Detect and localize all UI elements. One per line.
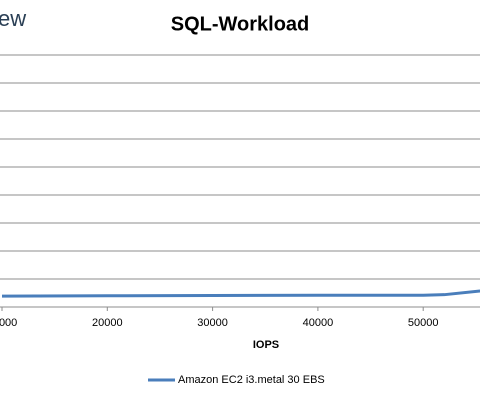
x-tick-label: 30000	[197, 317, 228, 329]
x-tick-label: 10000	[0, 317, 17, 329]
chart-title: SQL-Workload	[171, 13, 310, 35]
x-axis-label: IOPS	[253, 339, 279, 351]
legend-label: Amazon EC2 i3.metal 30 EBS	[178, 374, 325, 386]
logo: ew	[0, 6, 26, 31]
x-tick-label: 40000	[303, 317, 334, 329]
x-tick-label: 50000	[408, 317, 439, 329]
x-tick-label: 20000	[92, 317, 123, 329]
data-line	[1, 289, 480, 298]
